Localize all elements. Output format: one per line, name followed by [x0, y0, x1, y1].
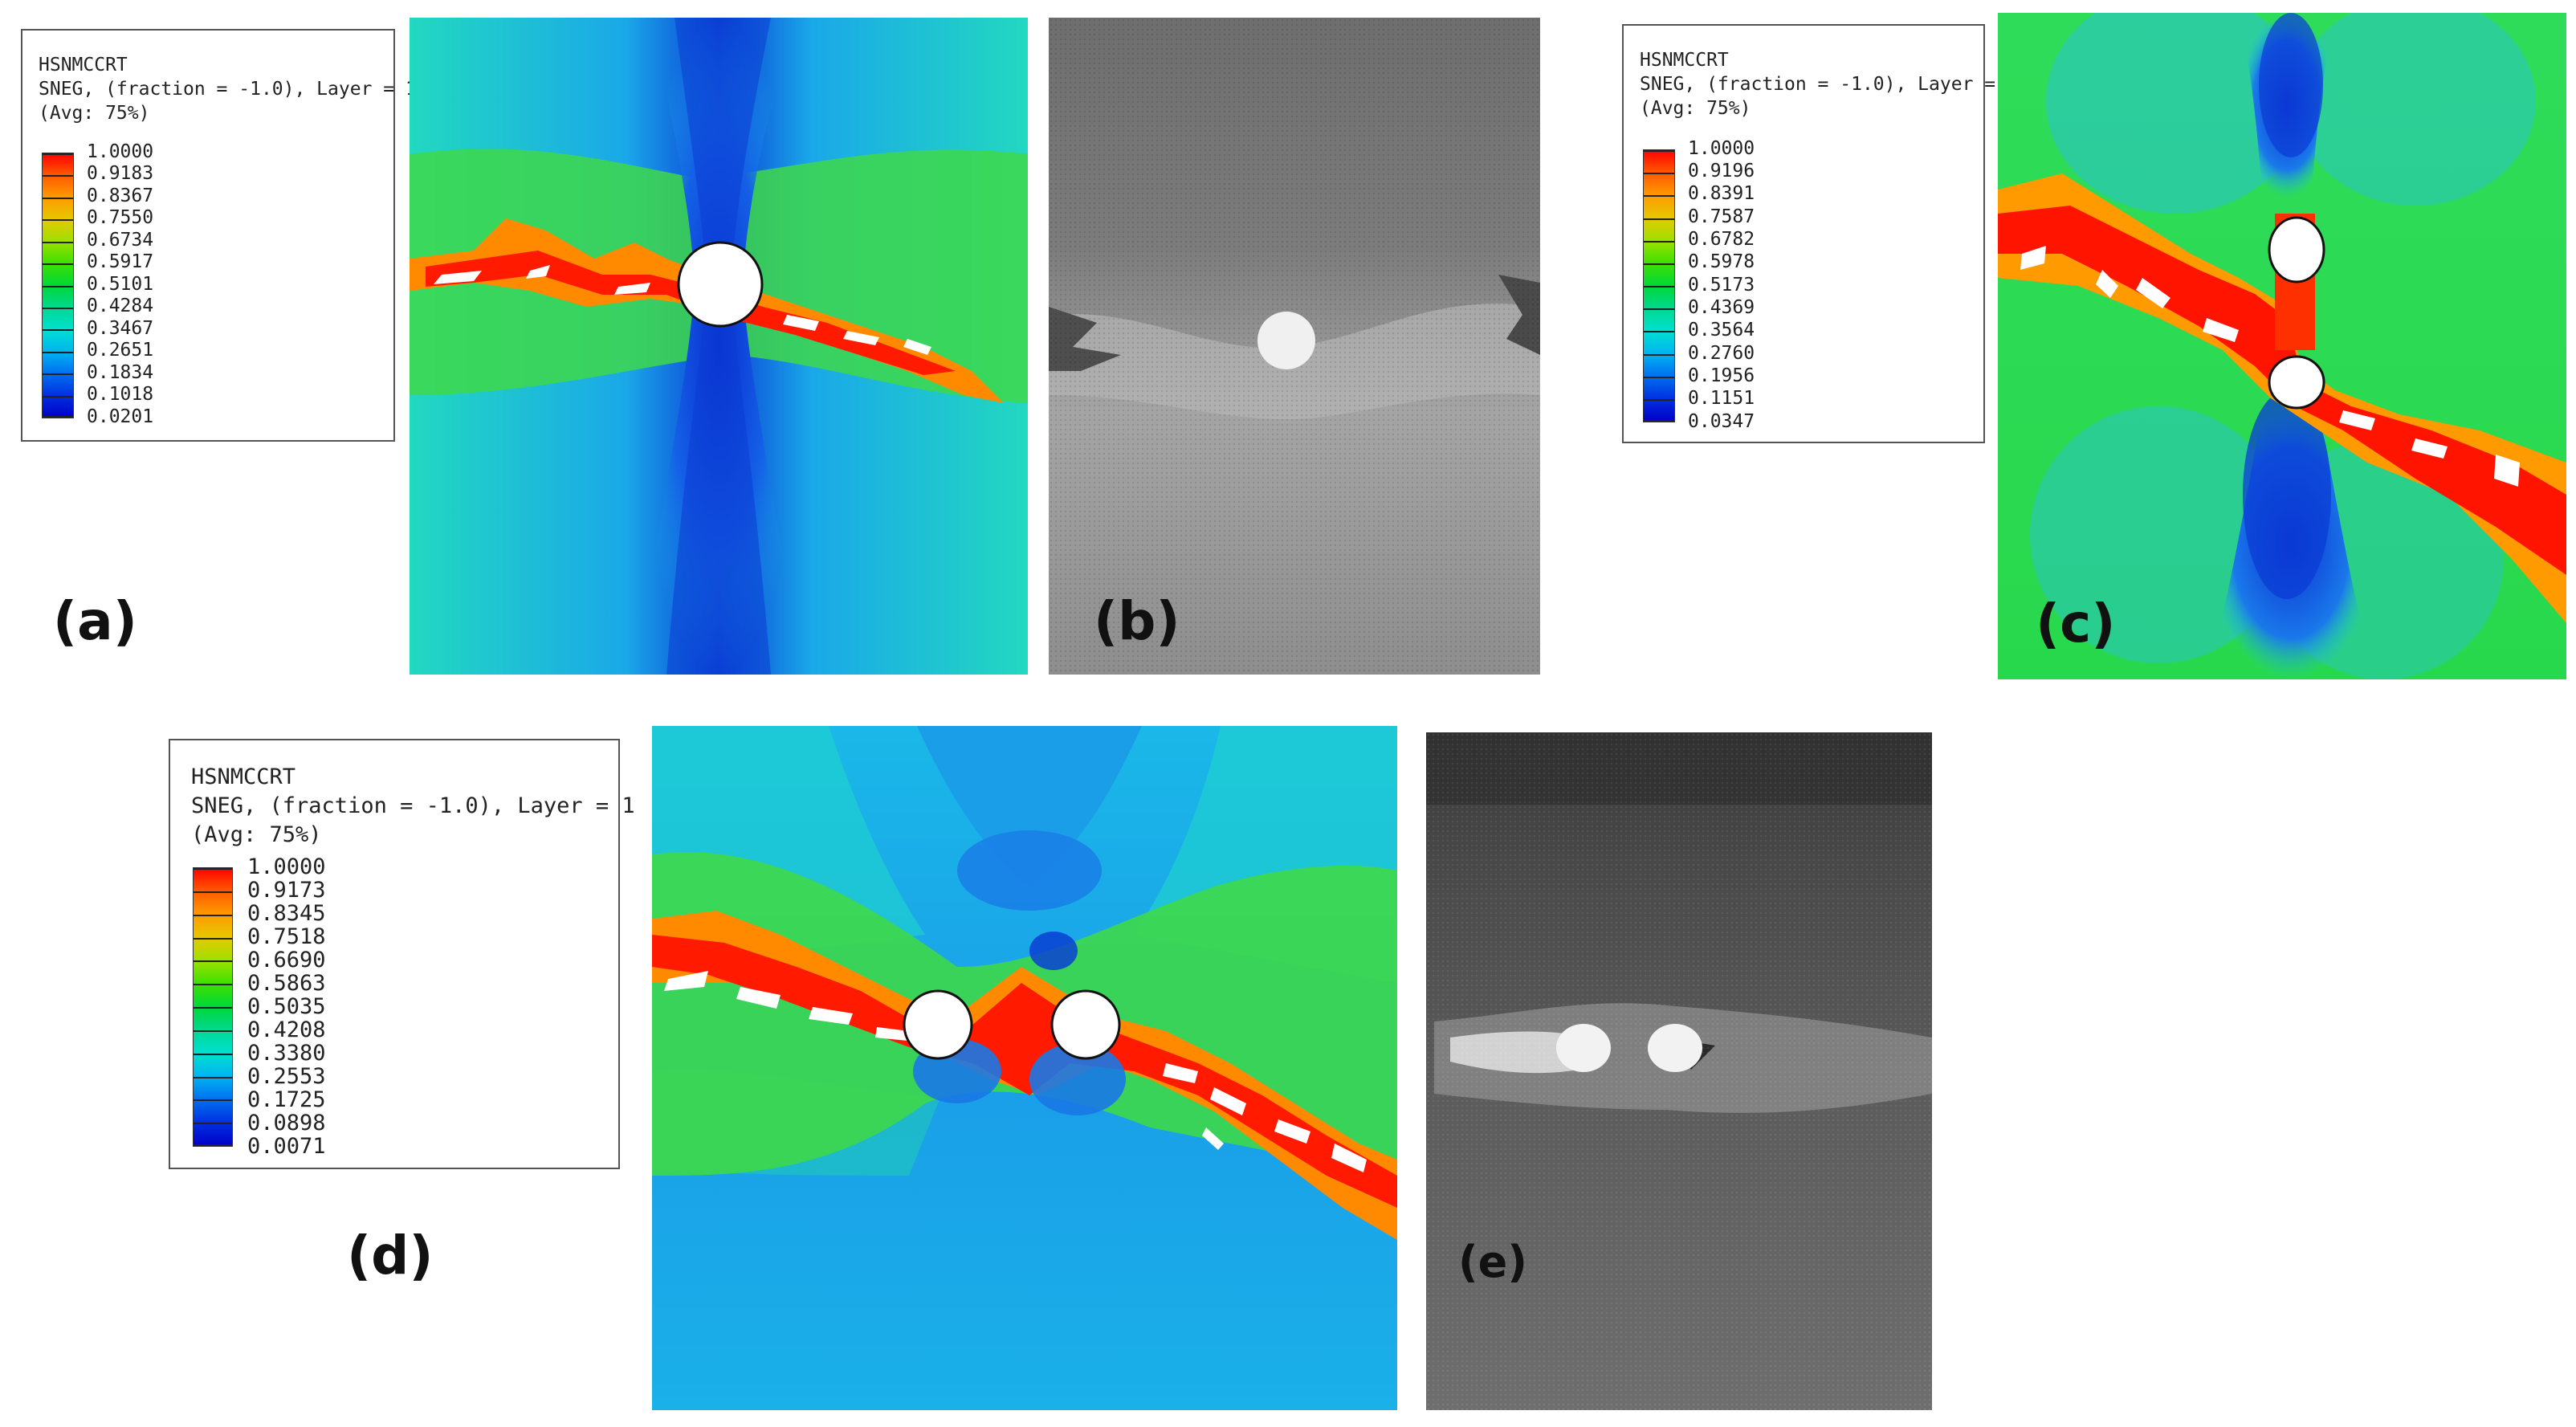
- specimen-photo-b: [1049, 18, 1540, 675]
- legend-c-variable: SNEG, (fraction = -1.0), Layer = 1: [1640, 74, 2018, 95]
- legend-d-variable: SNEG, (fraction = -1.0), Layer = 1: [191, 793, 635, 818]
- legend-c: HSNMCCRT SNEG, (fraction = -1.0), Layer …: [1622, 24, 2018, 443]
- legend-d-value: 0.2553: [247, 1064, 326, 1089]
- panel-label-b: (b): [1094, 590, 1180, 652]
- legend-a-value: 0.2651: [87, 340, 154, 361]
- legend-a-value: 0.4284: [87, 296, 154, 316]
- legend-d-value: 0.4208: [247, 1017, 326, 1042]
- legend-d-value: 0.8345: [247, 901, 326, 926]
- legend-a-value: 0.6734: [87, 230, 154, 251]
- panel-label-d: (d): [347, 1225, 434, 1286]
- contour-plot-c: [1998, 13, 2566, 679]
- legend-a-value: 0.5101: [87, 274, 154, 295]
- legend-d: HSNMCCRT SNEG, (fraction = -1.0), Layer …: [169, 739, 635, 1169]
- legend-a-value: 0.9183: [87, 163, 154, 184]
- legend-d-value: 0.0898: [247, 1111, 326, 1135]
- legend-a-value: 0.3467: [87, 318, 154, 339]
- legend-a-value: 1.0000: [87, 141, 154, 162]
- legend-a-value: 0.1018: [87, 384, 154, 405]
- legend-a: HSNMCCRT SNEG, (fraction = -1.0), Layer …: [21, 29, 417, 442]
- panel-a: HSNMCCRT SNEG, (fraction = -1.0), Layer …: [0, 0, 1036, 683]
- legend-a-title: HSNMCCRT: [39, 55, 128, 75]
- legend-c-value: 0.1956: [1688, 365, 1755, 386]
- legend-d-value: 0.5863: [247, 971, 326, 996]
- legend-d-value: 0.7518: [247, 924, 326, 949]
- legend-a-averaging: (Avg: 75%): [39, 103, 150, 124]
- specimen-photo-e: [1426, 732, 1932, 1410]
- legend-d-value: 0.5035: [247, 994, 326, 1019]
- legend-c-value: 1.0000: [1688, 138, 1755, 159]
- legend-d-value: 0.3380: [247, 1041, 326, 1066]
- legend-a-value: 0.7550: [87, 207, 154, 228]
- legend-d-value: 0.9173: [247, 878, 326, 903]
- legend-c-colorbar: [1643, 149, 1675, 422]
- legend-d-value: 0.0071: [247, 1134, 326, 1159]
- legend-c-value: 0.4369: [1688, 297, 1755, 318]
- panel-label-a: (a): [53, 590, 137, 652]
- legend-c-value: 0.7587: [1688, 206, 1755, 227]
- legend-c-value: 0.8391: [1688, 183, 1755, 204]
- legend-a-value: 0.0201: [87, 406, 154, 427]
- legend-c-value: 0.9196: [1688, 161, 1755, 181]
- legend-a-colorbar: [42, 153, 74, 418]
- legend-a-value: 0.5917: [87, 251, 154, 272]
- panel-label-e: (e): [1458, 1237, 1527, 1287]
- legend-c-value: 0.2760: [1688, 343, 1755, 364]
- legend-c-averaging: (Avg: 75%): [1640, 98, 1751, 119]
- legend-d-value: 1.0000: [247, 854, 326, 879]
- contour-plot-d: [652, 726, 1397, 1410]
- legend-d-colorbar: [193, 867, 233, 1147]
- panel-label-c: (c): [2036, 593, 2116, 654]
- legend-c-value: 0.1151: [1688, 388, 1755, 409]
- legend-d-value: 0.1725: [247, 1087, 326, 1112]
- legend-c-value: 0.3564: [1688, 320, 1755, 340]
- legend-c-value: 0.6782: [1688, 229, 1755, 250]
- legend-c-value: 0.5978: [1688, 251, 1755, 272]
- contour-plot-a: [410, 18, 1028, 675]
- legend-d-value: 0.6690: [247, 948, 326, 972]
- legend-c-value: 0.0347: [1688, 411, 1755, 432]
- legend-c-title: HSNMCCRT: [1640, 50, 1729, 71]
- legend-a-value: 0.1834: [87, 362, 154, 383]
- legend-d-title: HSNMCCRT: [191, 764, 296, 789]
- legend-c-value: 0.5173: [1688, 275, 1755, 296]
- legend-d-averaging: (Avg: 75%): [191, 822, 322, 847]
- legend-a-variable: SNEG, (fraction = -1.0), Layer = 1: [39, 79, 417, 100]
- legend-a-value: 0.8367: [87, 186, 154, 206]
